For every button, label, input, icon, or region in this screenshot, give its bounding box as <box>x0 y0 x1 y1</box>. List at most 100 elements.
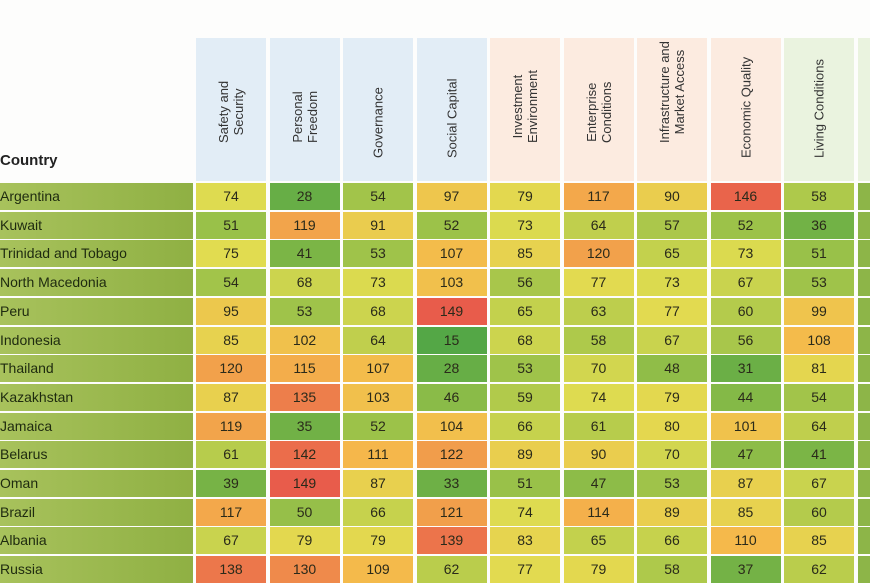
heatmap-cell: 75 <box>196 240 266 267</box>
heatmap-cell: 149 <box>270 470 340 497</box>
heatmap-cell: 103 <box>417 269 487 296</box>
heatmap-cell: 79 <box>637 384 707 411</box>
country-name: Oman <box>0 470 193 497</box>
heatmap-cell: 31 <box>711 355 781 382</box>
heatmap-cell: 85 <box>784 527 854 554</box>
heatmap-cell: 87 <box>343 470 413 497</box>
heatmap-cell: 77 <box>637 298 707 325</box>
heatmap-cell-cutoff <box>858 212 870 239</box>
heatmap-cell: 109 <box>343 556 413 583</box>
heatmap-cell: 79 <box>343 527 413 554</box>
heatmap-cell: 91 <box>343 212 413 239</box>
heatmap-cell: 121 <box>417 499 487 526</box>
heatmap-cell: 107 <box>417 240 487 267</box>
heatmap-cell: 54 <box>343 183 413 210</box>
heatmap-cell: 73 <box>637 269 707 296</box>
heatmap-cell: 28 <box>417 355 487 382</box>
heatmap-cell-cutoff <box>858 527 870 554</box>
heatmap-cell: 114 <box>564 499 634 526</box>
heatmap-cell-cutoff <box>858 384 870 411</box>
column-header-line: Freedom <box>305 91 320 143</box>
heatmap-cell: 60 <box>711 298 781 325</box>
country-name: Trinidad and Tobago <box>0 240 193 267</box>
heatmap-cell: 54 <box>196 269 266 296</box>
heatmap-cell-cutoff <box>858 470 870 497</box>
heatmap-cell: 115 <box>270 355 340 382</box>
heatmap-cell-cutoff <box>858 240 870 267</box>
heatmap-cell: 53 <box>637 470 707 497</box>
heatmap-cell: 117 <box>564 183 634 210</box>
heatmap-cell: 110 <box>711 527 781 554</box>
country-name: Brazil <box>0 499 193 526</box>
heatmap-cell: 149 <box>417 298 487 325</box>
heatmap-cell: 90 <box>637 183 707 210</box>
heatmap-cell: 47 <box>711 441 781 468</box>
heatmap-cell: 119 <box>270 212 340 239</box>
heatmap-cell-cutoff <box>858 183 870 210</box>
heatmap-cell: 68 <box>343 298 413 325</box>
heatmap-cell: 95 <box>196 298 266 325</box>
heatmap-cell: 119 <box>196 413 266 440</box>
country-name: Kazakhstan <box>0 384 193 411</box>
heatmap-cell: 41 <box>784 441 854 468</box>
heatmap-cell: 51 <box>490 470 560 497</box>
heatmap-cell: 52 <box>417 212 487 239</box>
column-header-line: Security <box>231 81 246 143</box>
country-name: Kuwait <box>0 212 193 239</box>
heatmap-cell: 53 <box>343 240 413 267</box>
heatmap-cell: 64 <box>343 327 413 354</box>
column-header-line: Conditions <box>599 82 614 143</box>
heatmap-cell: 48 <box>637 355 707 382</box>
heatmap-cell: 77 <box>490 556 560 583</box>
heatmap-cell-cutoff <box>858 441 870 468</box>
heatmap-cell: 102 <box>270 327 340 354</box>
column-header-line: Investment <box>510 70 525 143</box>
heatmap-cell: 15 <box>417 327 487 354</box>
heatmap-cell: 67 <box>711 269 781 296</box>
heatmap-cell: 104 <box>417 413 487 440</box>
heatmap-cell: 68 <box>490 327 560 354</box>
country-name: Belarus <box>0 441 193 468</box>
heatmap-cell: 81 <box>784 355 854 382</box>
heatmap-cell: 135 <box>270 384 340 411</box>
heatmap-cell-cutoff <box>858 327 870 354</box>
heatmap-cell: 99 <box>784 298 854 325</box>
heatmap-cell: 66 <box>490 413 560 440</box>
heatmap-cell: 37 <box>711 556 781 583</box>
heatmap-cell: 108 <box>784 327 854 354</box>
column-header: Living Conditions <box>784 38 854 181</box>
column-header: Economic Quality <box>711 38 781 181</box>
heatmap-cell: 66 <box>343 499 413 526</box>
heatmap-cell: 139 <box>417 527 487 554</box>
column-header-label: Living Conditions <box>812 59 827 158</box>
heatmap-cell: 63 <box>564 298 634 325</box>
heatmap-cell: 33 <box>417 470 487 497</box>
column-header-line: Environment <box>525 70 540 143</box>
column-header-line: Living Conditions <box>812 59 827 158</box>
country-name: Peru <box>0 298 193 325</box>
heatmap-cell: 79 <box>490 183 560 210</box>
heatmap-cell: 62 <box>784 556 854 583</box>
heatmap-cell: 41 <box>270 240 340 267</box>
heatmap-cell: 56 <box>711 327 781 354</box>
heatmap-cell: 74 <box>196 183 266 210</box>
heatmap-cell: 51 <box>784 240 854 267</box>
heatmap-cell: 67 <box>784 470 854 497</box>
heatmap-cell: 35 <box>270 413 340 440</box>
heatmap-cell: 51 <box>196 212 266 239</box>
heatmap-cell: 70 <box>564 355 634 382</box>
heatmap-cell: 77 <box>564 269 634 296</box>
heatmap-cell: 79 <box>270 527 340 554</box>
